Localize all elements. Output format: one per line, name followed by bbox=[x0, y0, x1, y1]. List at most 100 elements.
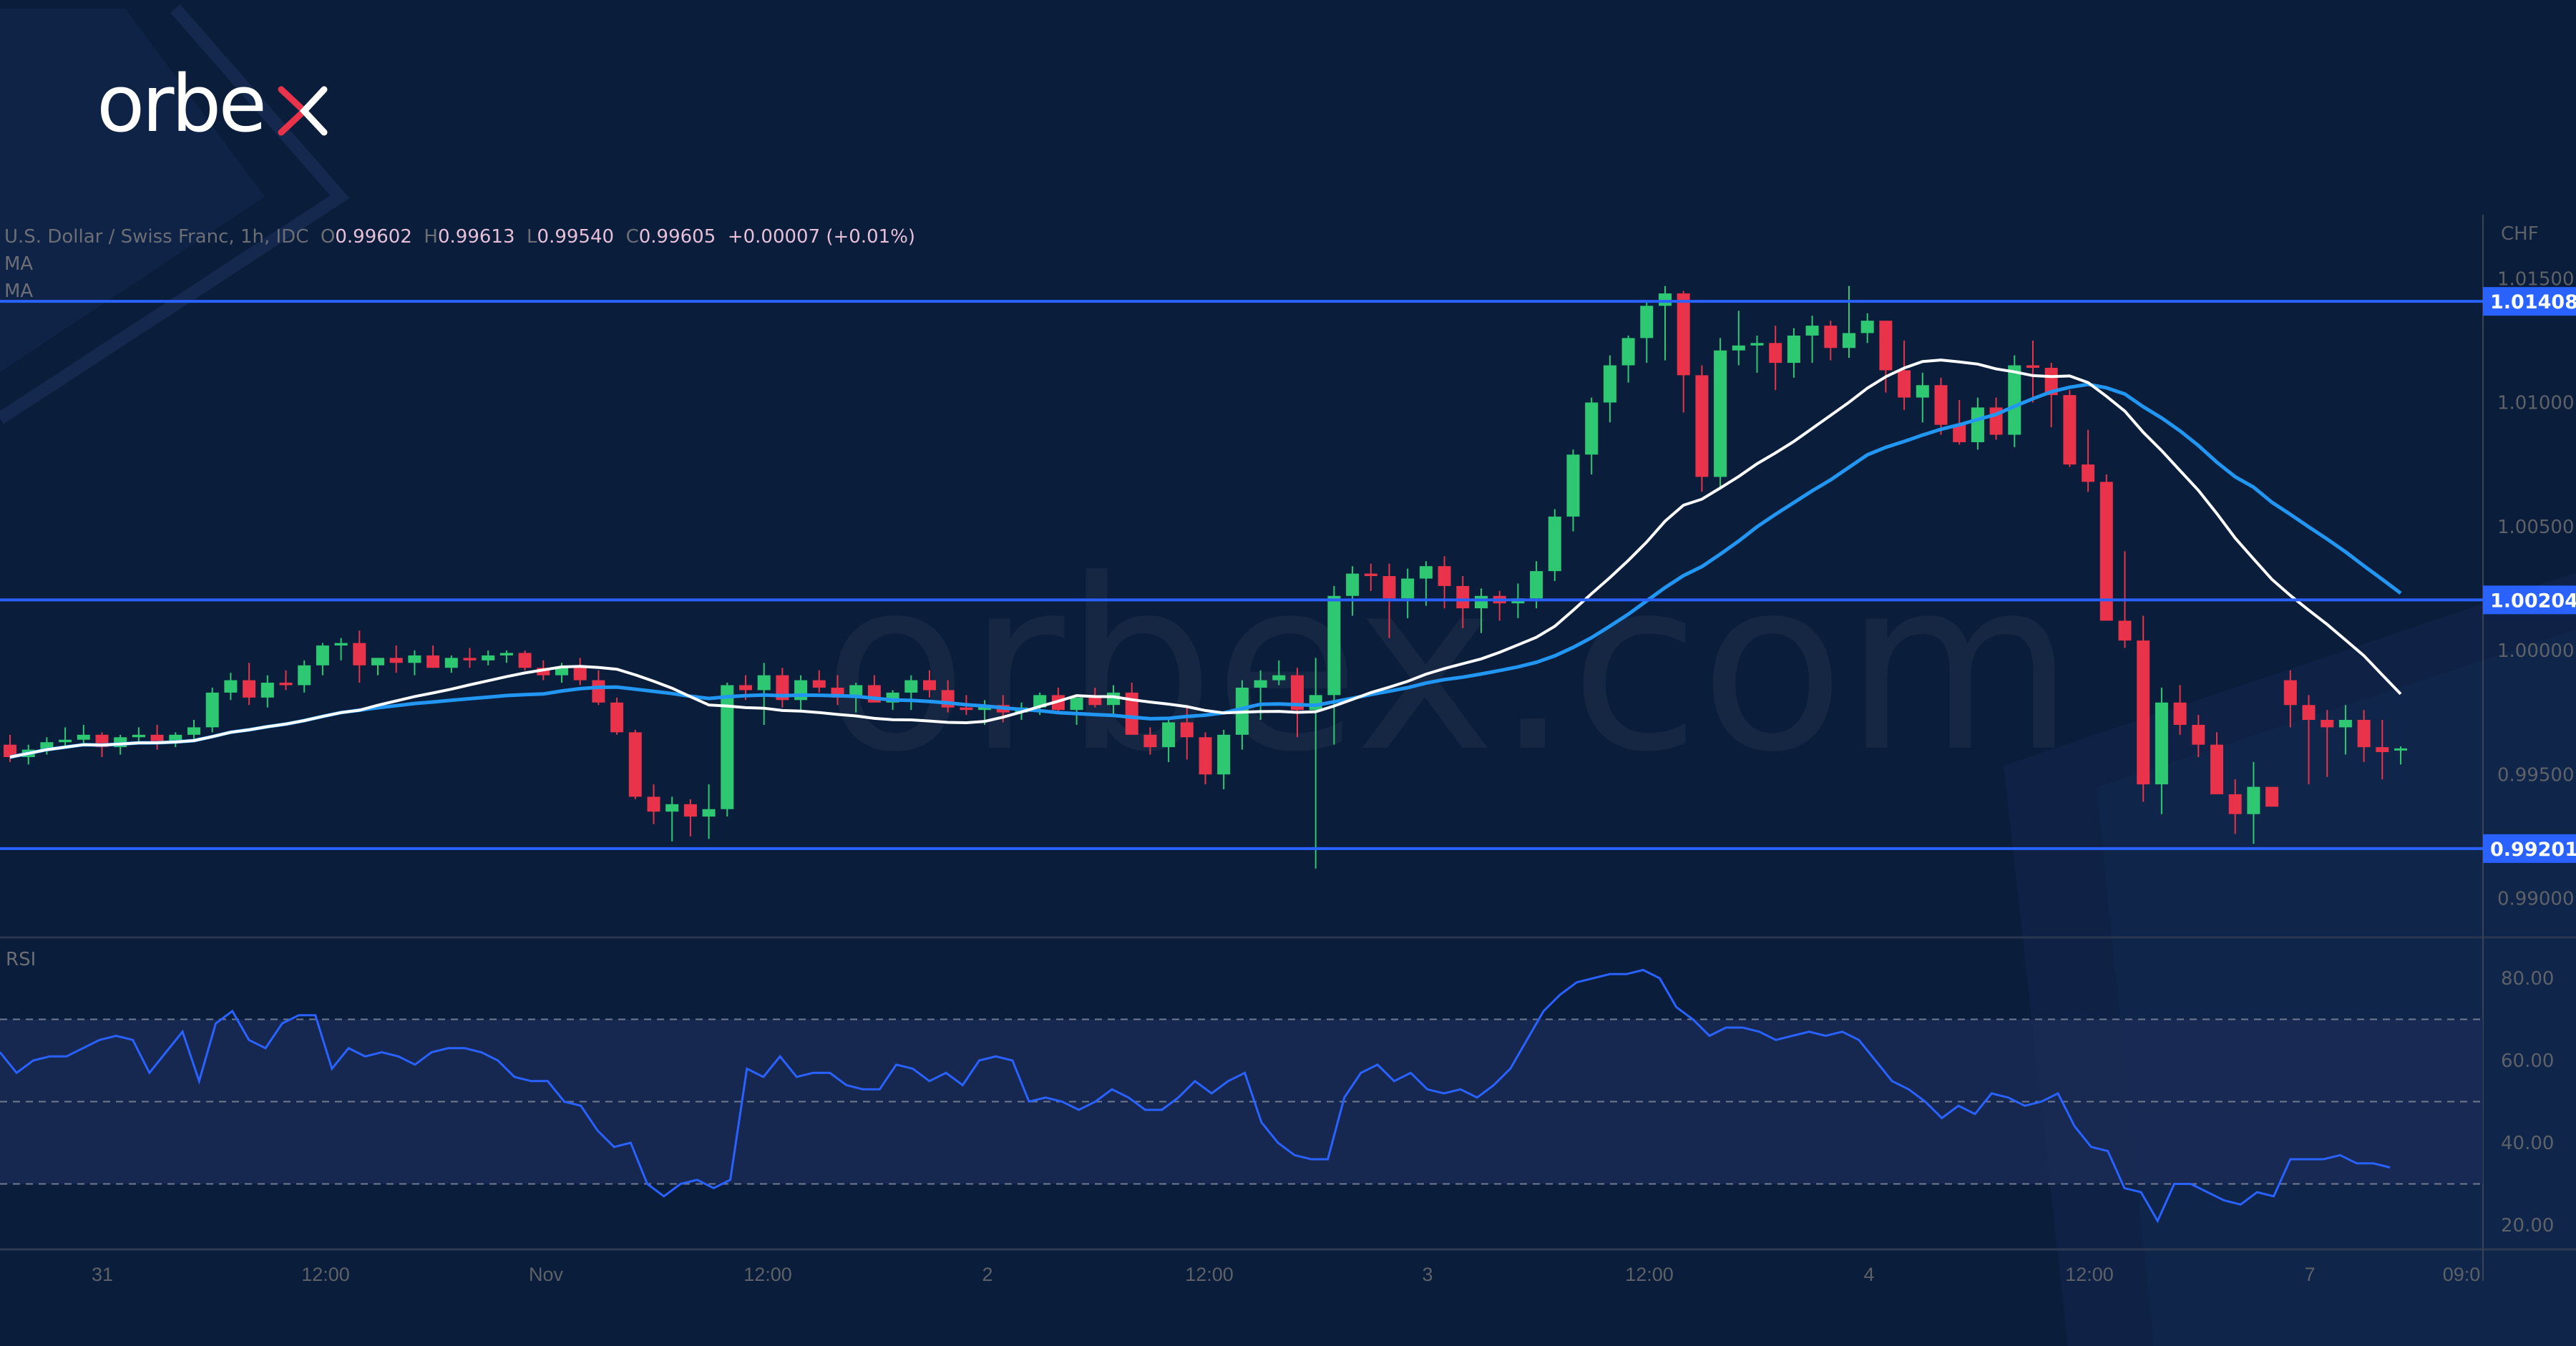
time-tick: 12:00 bbox=[2065, 1264, 2114, 1285]
level-tag-text: 1.01408 bbox=[2490, 291, 2576, 313]
candle-body bbox=[1291, 675, 1304, 711]
price-tick: 0.99500 bbox=[2497, 764, 2575, 786]
candle-body bbox=[647, 796, 660, 812]
candle-body bbox=[2192, 724, 2205, 745]
candle-body bbox=[2137, 640, 2150, 785]
rsi-legend[interactable]: RSI bbox=[6, 949, 36, 970]
candle-body bbox=[1419, 566, 1433, 579]
candle-body bbox=[1971, 407, 1984, 442]
candle-body bbox=[260, 683, 274, 698]
candle-body bbox=[499, 653, 513, 655]
candle-body bbox=[518, 653, 532, 668]
rsi-tick: 40.00 bbox=[2501, 1133, 2554, 1154]
price-tick: 1.00000 bbox=[2497, 640, 2575, 662]
candle-body bbox=[1475, 595, 1488, 609]
candle-body bbox=[923, 680, 936, 691]
level-tag-text: 0.99201 bbox=[2490, 839, 2576, 861]
candle-body bbox=[2173, 702, 2187, 725]
candle-body bbox=[426, 655, 440, 668]
candle-body bbox=[683, 804, 697, 817]
candle-body bbox=[1585, 402, 1599, 455]
time-tick: 09:0 bbox=[2443, 1264, 2481, 1285]
candle-body bbox=[1180, 722, 1194, 738]
candle-body bbox=[665, 804, 679, 812]
candle-body bbox=[1621, 338, 1635, 366]
open-label: O bbox=[320, 226, 336, 248]
level-tag-text: 1.00204 bbox=[2490, 590, 2576, 612]
logo-x-white-icon bbox=[299, 86, 328, 136]
candle-body bbox=[1898, 370, 1911, 398]
rsi-line bbox=[0, 968, 2391, 1224]
candle-body bbox=[2321, 720, 2334, 728]
candle-body bbox=[1750, 343, 1764, 346]
time-tick: 12:00 bbox=[1185, 1264, 1234, 1285]
candle-body bbox=[1346, 573, 1360, 596]
legend-ma-slow[interactable]: MA bbox=[4, 281, 34, 302]
price-tick: 1.01500 bbox=[2497, 268, 2575, 290]
candle-body bbox=[1254, 680, 1267, 688]
candle-body bbox=[2283, 680, 2297, 706]
candle-body bbox=[1456, 585, 1470, 609]
candle-body bbox=[2265, 786, 2279, 807]
candle-body bbox=[1088, 697, 1102, 706]
candle-body bbox=[1732, 345, 1745, 351]
open-value: 0.99602 bbox=[335, 226, 412, 248]
candle-body bbox=[224, 680, 238, 693]
candle-body bbox=[371, 658, 384, 665]
candle-body bbox=[1860, 321, 1874, 333]
candle-body bbox=[1677, 293, 1690, 376]
candle-body bbox=[2228, 794, 2242, 814]
time-tick: Nov bbox=[529, 1264, 564, 1285]
candle-body bbox=[150, 734, 164, 743]
ma-fast-line bbox=[9, 359, 2402, 759]
low-value: 0.99540 bbox=[537, 226, 615, 248]
candle-body bbox=[2082, 464, 2095, 482]
time-tick: 31 bbox=[92, 1264, 113, 1285]
candle-body bbox=[2063, 395, 2077, 465]
candle-body bbox=[40, 742, 54, 750]
candle-body bbox=[1364, 573, 1377, 577]
candle-body bbox=[628, 732, 642, 797]
high-label: H bbox=[424, 226, 438, 248]
candle-body bbox=[1548, 516, 1561, 572]
candle-body bbox=[2155, 702, 2168, 785]
time-tick: 12:00 bbox=[301, 1264, 350, 1285]
candle-body bbox=[444, 658, 458, 668]
candle-body bbox=[721, 685, 734, 809]
candle-body bbox=[482, 655, 495, 660]
price-tick: 0.99000 bbox=[2497, 889, 2575, 910]
candle-body bbox=[2376, 747, 2389, 753]
legend-ma-fast[interactable]: MA bbox=[4, 253, 34, 275]
candle-body bbox=[794, 680, 808, 701]
currency-label: CHF bbox=[2501, 223, 2539, 245]
candle-body bbox=[1714, 350, 1727, 477]
candle-body bbox=[77, 734, 90, 740]
candle-body bbox=[1824, 326, 1838, 348]
candle-body bbox=[1530, 571, 1543, 599]
candle-body bbox=[2357, 720, 2371, 748]
candle-body bbox=[353, 643, 366, 665]
candle-body bbox=[1272, 675, 1286, 681]
candle-body bbox=[1327, 595, 1341, 696]
high-value: 0.99613 bbox=[437, 226, 515, 248]
candle-body bbox=[316, 645, 329, 665]
candle-body bbox=[1879, 321, 1893, 371]
candle-body bbox=[463, 658, 477, 660]
time-tick: 3 bbox=[1422, 1264, 1433, 1285]
candle-body bbox=[2338, 720, 2352, 728]
candle-body bbox=[1125, 692, 1138, 735]
candle-body bbox=[2394, 748, 2407, 751]
candle-body bbox=[1787, 335, 1800, 364]
candle-body bbox=[904, 680, 918, 693]
rsi-tick: 60.00 bbox=[2501, 1050, 2554, 1072]
candle-body bbox=[334, 643, 348, 646]
candle-body bbox=[573, 668, 587, 681]
ma-slow-line bbox=[9, 382, 2402, 759]
candle-body bbox=[812, 680, 826, 688]
time-tick: 7 bbox=[2304, 1264, 2315, 1285]
rsi-tick: 20.00 bbox=[2501, 1215, 2554, 1237]
candle-body bbox=[169, 734, 182, 743]
change-value: +0.00007 (+0.01%) bbox=[727, 226, 916, 248]
